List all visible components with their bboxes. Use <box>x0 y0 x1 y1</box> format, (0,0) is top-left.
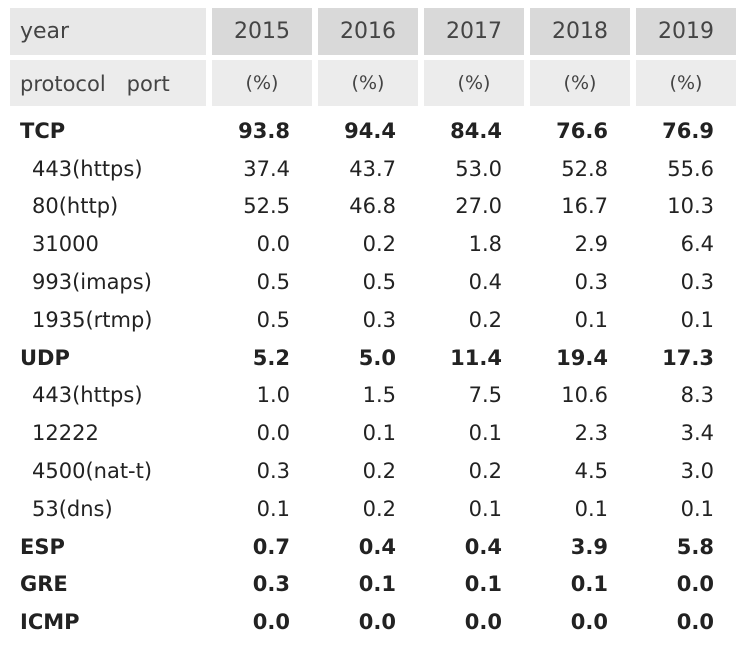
port-value: 0.5 <box>212 263 312 301</box>
port-value: 0.1 <box>318 414 418 453</box>
header-cell: (%) <box>318 60 418 106</box>
port-value: 37.4 <box>212 149 312 188</box>
protocol-value: 0.1 <box>530 565 630 604</box>
header-cell: (%) <box>212 60 312 106</box>
header-cell: (%) <box>424 60 524 106</box>
port-value: 0.3 <box>212 452 312 490</box>
port-value: 1.5 <box>318 376 418 415</box>
protocol-value: 19.4 <box>530 338 630 377</box>
protocol-value: 0.4 <box>424 527 524 566</box>
header-cell: 2019 <box>636 8 736 55</box>
port-value: 0.1 <box>530 300 630 339</box>
header-cell: 2018 <box>530 8 630 55</box>
protocol-name: UDP <box>10 338 206 377</box>
protocol-name: TCP <box>10 112 206 150</box>
protocol-value: 5.8 <box>636 527 736 566</box>
port-name: 12222 <box>10 414 206 453</box>
protocol-value: 0.3 <box>212 565 312 604</box>
port-value: 3.0 <box>636 452 736 490</box>
port-value: 52.8 <box>530 149 630 188</box>
port-value: 0.3 <box>530 263 630 301</box>
header-cell: 2017 <box>424 8 524 55</box>
protocol-value: 94.4 <box>318 112 418 150</box>
port-value: 16.7 <box>530 187 630 226</box>
protocol-name: GRE <box>10 565 206 604</box>
header-label: protocol port <box>10 60 206 106</box>
protocol-value: 5.2 <box>212 338 312 377</box>
port-value: 1.0 <box>212 376 312 415</box>
port-value: 0.1 <box>636 300 736 339</box>
protocol-name: ICMP <box>10 603 206 642</box>
protocol-value: 0.0 <box>318 603 418 642</box>
port-value: 55.6 <box>636 149 736 188</box>
port-value: 0.0 <box>212 414 312 453</box>
port-value: 0.1 <box>424 489 524 528</box>
port-value: 2.9 <box>530 225 630 264</box>
port-name: 993(imaps) <box>10 263 206 301</box>
port-value: 0.1 <box>636 489 736 528</box>
protocol-value: 3.9 <box>530 527 630 566</box>
port-value: 53.0 <box>424 149 524 188</box>
port-value: 52.5 <box>212 187 312 226</box>
port-value: 0.5 <box>212 300 312 339</box>
protocol-value: 76.9 <box>636 112 736 150</box>
protocol-value: 93.8 <box>212 112 312 150</box>
protocol-value: 0.0 <box>636 603 736 642</box>
port-value: 43.7 <box>318 149 418 188</box>
protocol-value: 5.0 <box>318 338 418 377</box>
port-name: 443(https) <box>10 149 206 188</box>
port-name: 443(https) <box>10 376 206 415</box>
protocol-name: ESP <box>10 527 206 566</box>
port-value: 0.2 <box>424 300 524 339</box>
port-name: 53(dns) <box>10 489 206 528</box>
protocol-value: 0.0 <box>636 565 736 604</box>
port-name: 1935(rtmp) <box>10 300 206 339</box>
port-value: 27.0 <box>424 187 524 226</box>
port-value: 7.5 <box>424 376 524 415</box>
port-value: 0.0 <box>212 225 312 264</box>
protocol-value: 84.4 <box>424 112 524 150</box>
protocol-value: 0.0 <box>530 603 630 642</box>
port-value: 10.3 <box>636 187 736 226</box>
header-label: year <box>10 8 206 55</box>
port-value: 0.2 <box>318 489 418 528</box>
protocol-value: 0.4 <box>318 527 418 566</box>
port-value: 0.5 <box>318 263 418 301</box>
port-value: 0.2 <box>424 452 524 490</box>
traffic-table: year 2015 2016 2017 2018 2019 protocol port (%)… <box>10 8 736 642</box>
port-value: 0.1 <box>424 414 524 453</box>
port-value: 10.6 <box>530 376 630 415</box>
header-cell: (%) <box>530 60 630 106</box>
port-value: 8.3 <box>636 376 736 415</box>
port-value: 0.3 <box>636 263 736 301</box>
port-value: 6.4 <box>636 225 736 264</box>
header-cell: (%) <box>636 60 736 106</box>
protocol-value: 17.3 <box>636 338 736 377</box>
port-name: 31000 <box>10 225 206 264</box>
port-value: 0.1 <box>530 489 630 528</box>
protocol-value: 76.6 <box>530 112 630 150</box>
port-value: 0.2 <box>318 225 418 264</box>
port-name: 4500(nat-t) <box>10 452 206 490</box>
header-cell: 2016 <box>318 8 418 55</box>
port-name: 80(http) <box>10 187 206 226</box>
port-value: 3.4 <box>636 414 736 453</box>
header-cell: 2015 <box>212 8 312 55</box>
port-value: 1.8 <box>424 225 524 264</box>
protocol-value: 11.4 <box>424 338 524 377</box>
port-value: 46.8 <box>318 187 418 226</box>
protocol-value: 0.0 <box>212 603 312 642</box>
port-value: 0.2 <box>318 452 418 490</box>
port-value: 2.3 <box>530 414 630 453</box>
port-value: 0.4 <box>424 263 524 301</box>
port-value: 0.3 <box>318 300 418 339</box>
port-value: 0.1 <box>212 489 312 528</box>
protocol-value: 0.1 <box>318 565 418 604</box>
port-value: 4.5 <box>530 452 630 490</box>
protocol-value: 0.7 <box>212 527 312 566</box>
protocol-value: 0.0 <box>424 603 524 642</box>
protocol-value: 0.1 <box>424 565 524 604</box>
